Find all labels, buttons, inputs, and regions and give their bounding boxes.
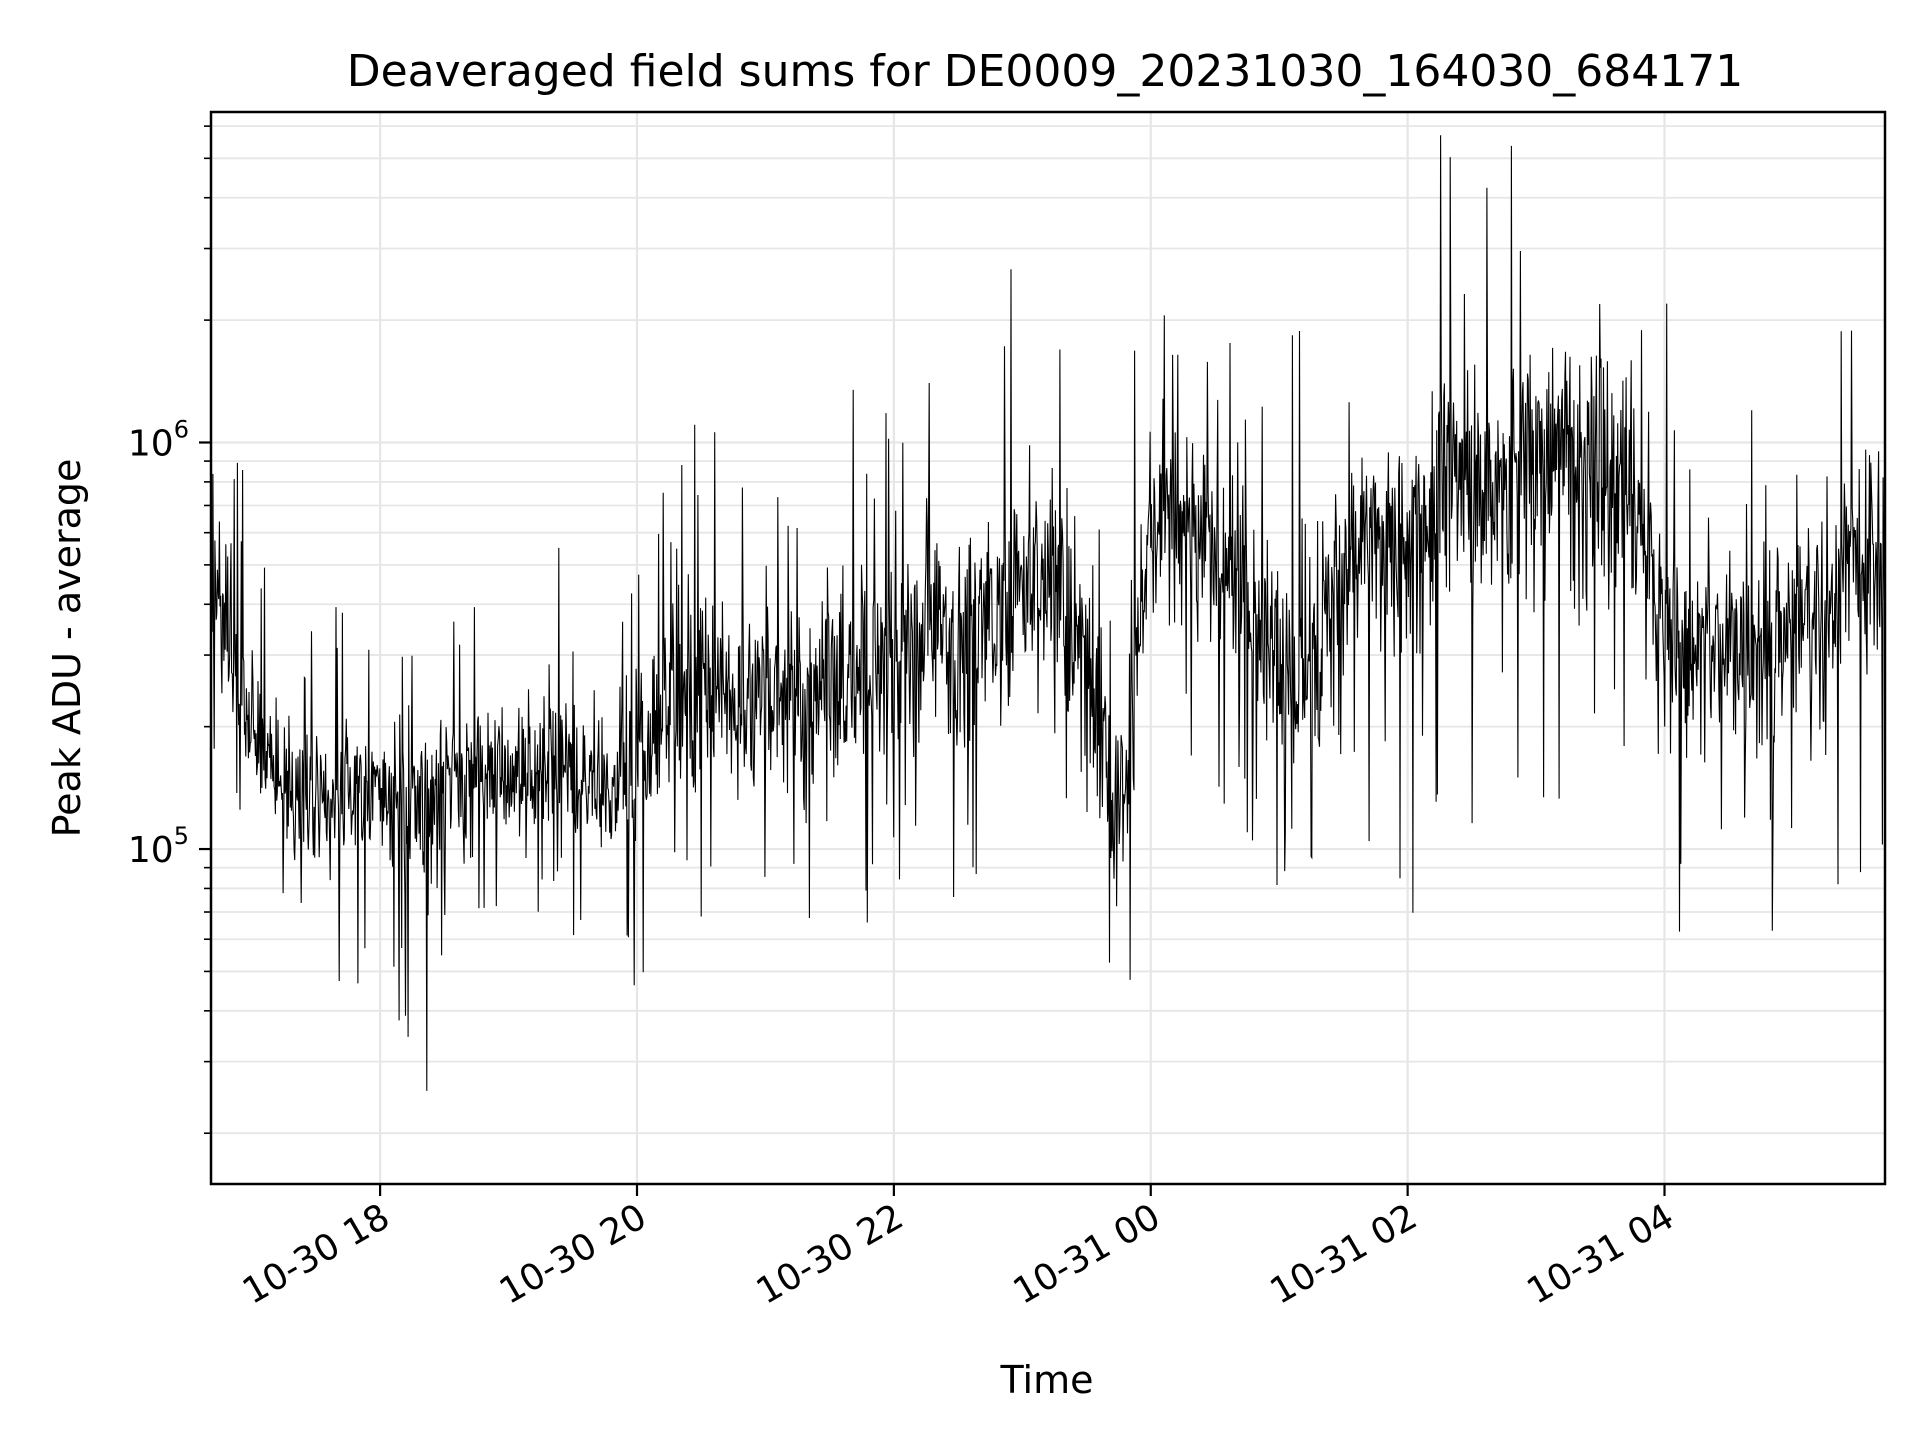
x-grid-lines: [379, 112, 1666, 1184]
y-tick-label: 105: [128, 822, 189, 871]
series-polyline: [210, 135, 1886, 1091]
series-line: [210, 135, 1886, 1091]
grid: [211, 112, 1885, 1184]
plot-frame: [209, 110, 1887, 1186]
y-grid-lines: [211, 125, 1885, 1135]
x-axis-ticks: 10-30 18 10-30 20 10-30 22 10-31 00 10-31 02…: [236, 1184, 1681, 1313]
x-tick-label: 10-31 04: [1520, 1196, 1681, 1312]
y-tick-label: 106: [128, 415, 189, 464]
x-tick-label: 10-30 20: [493, 1196, 654, 1312]
y-axis-ticks: 105 106: [128, 125, 211, 1135]
x-axis-label: Time: [1000, 1358, 1094, 1402]
chart-title: Deaveraged field sums for DE0009_2023103…: [347, 46, 1744, 97]
x-tick-label: 10-31 02: [1263, 1196, 1424, 1312]
y-axis-label: Peak ADU - average: [45, 459, 89, 838]
x-tick-label: 10-31 00: [1007, 1196, 1168, 1312]
x-tick-label: 10-30 22: [750, 1196, 911, 1312]
x-tick-label: 10-30 18: [236, 1196, 397, 1312]
